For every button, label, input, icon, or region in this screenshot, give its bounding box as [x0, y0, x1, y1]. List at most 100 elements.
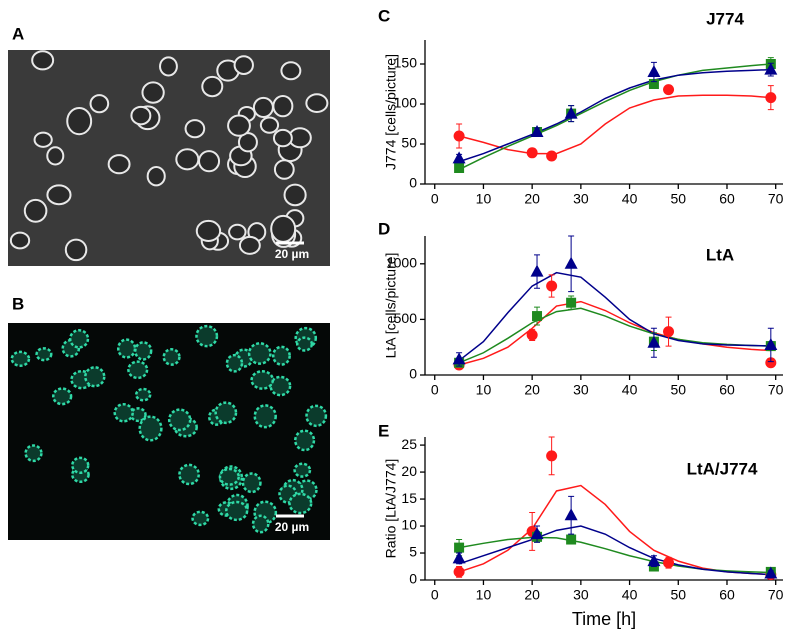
cell — [191, 510, 210, 527]
cell — [198, 150, 221, 173]
cell — [228, 223, 247, 241]
fit-curve — [458, 94, 771, 155]
y-tick-label: 0 — [409, 366, 417, 382]
x-tick-label: 20 — [524, 191, 540, 207]
cell — [294, 429, 316, 452]
point — [765, 92, 777, 104]
cell — [247, 342, 272, 365]
cell — [273, 159, 295, 180]
cell — [138, 415, 163, 442]
cell — [241, 472, 262, 494]
x-tick-label: 60 — [719, 191, 735, 207]
point — [546, 450, 558, 462]
panel-label: A — [12, 24, 24, 43]
cell — [141, 81, 165, 104]
cell — [116, 338, 137, 359]
point — [452, 551, 466, 564]
cell — [134, 341, 153, 361]
x-tick-label: 40 — [622, 382, 638, 398]
point — [566, 297, 577, 308]
y-tick-label: 1000 — [386, 255, 417, 271]
cell — [162, 348, 181, 366]
x-tick-label: 50 — [670, 191, 686, 207]
point — [453, 130, 465, 142]
cell — [295, 336, 314, 352]
cell — [195, 219, 222, 242]
point — [764, 337, 778, 350]
point — [663, 326, 675, 338]
cell — [305, 93, 329, 114]
scale-bar-label: 20 µm — [275, 520, 309, 534]
fit-curve — [458, 300, 771, 366]
cell — [24, 444, 43, 463]
cell — [23, 198, 48, 223]
cell — [89, 94, 110, 114]
panel-label: E — [378, 421, 389, 440]
chart-title: LtA — [706, 245, 734, 264]
cells — [10, 324, 328, 534]
x-tick-label: 20 — [524, 587, 540, 603]
y-tick-label: 10 — [401, 517, 417, 533]
fit-curve — [458, 484, 771, 576]
point — [764, 566, 778, 579]
cell — [146, 166, 166, 187]
scale-bar-label: 20 µm — [275, 247, 309, 261]
cells — [9, 50, 329, 262]
cell — [178, 463, 201, 486]
cell — [218, 467, 240, 486]
cell — [9, 231, 31, 250]
cell — [195, 324, 219, 348]
point — [663, 84, 675, 96]
x-tick-label: 0 — [431, 191, 439, 207]
x-tick-label: 40 — [622, 191, 638, 207]
x-tick-label: 30 — [573, 382, 589, 398]
cell — [46, 184, 72, 206]
x-tick-label: 70 — [768, 191, 784, 207]
x-tick-label: 10 — [476, 587, 492, 603]
cell — [35, 347, 53, 362]
point — [764, 62, 778, 75]
x-tick-label: 0 — [431, 587, 439, 603]
x-tick-label: 20 — [524, 382, 540, 398]
y-axis-title: LtA [cells/picture] — [383, 253, 399, 359]
point — [454, 163, 465, 173]
cell — [33, 131, 53, 148]
point — [546, 150, 558, 162]
panel-label: B — [12, 294, 24, 313]
y-tick-label: 25 — [401, 436, 417, 452]
x-tick-label: 70 — [768, 587, 784, 603]
cell — [250, 370, 275, 390]
point — [526, 329, 538, 341]
y-axis-title: Ratio [LtA/J774] — [383, 459, 399, 559]
point — [452, 352, 466, 365]
cell — [280, 61, 302, 81]
y-tick-label: 100 — [394, 95, 418, 111]
cell — [167, 408, 192, 432]
point — [453, 566, 465, 578]
fit-curve — [458, 307, 771, 364]
cell — [159, 56, 178, 77]
cell — [237, 132, 258, 153]
cell — [66, 106, 93, 136]
cell — [227, 114, 251, 137]
fit-curve — [458, 63, 771, 171]
cell — [134, 387, 152, 402]
cell — [184, 119, 206, 139]
cell — [225, 500, 249, 522]
x-tick-label: 10 — [476, 191, 492, 207]
point — [546, 280, 558, 292]
cell — [259, 116, 280, 134]
cell — [269, 375, 292, 397]
y-axis-title: J774 [cells/picture] — [383, 54, 399, 170]
point — [530, 527, 544, 540]
point — [530, 125, 544, 137]
point — [454, 542, 465, 553]
cell — [113, 402, 134, 423]
cell — [71, 456, 90, 475]
chart-title: LtA/J774 — [687, 459, 758, 478]
x-tick-label: 50 — [670, 587, 686, 603]
cell — [64, 238, 88, 262]
x-tick-label: 0 — [431, 382, 439, 398]
cell — [233, 55, 254, 75]
cell — [175, 148, 200, 171]
